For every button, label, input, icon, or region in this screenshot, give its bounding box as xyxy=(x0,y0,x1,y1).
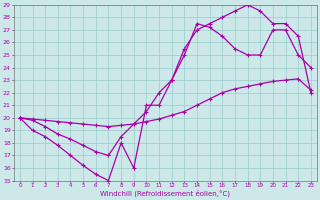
X-axis label: Windchill (Refroidissement éolien,°C): Windchill (Refroidissement éolien,°C) xyxy=(100,190,230,197)
